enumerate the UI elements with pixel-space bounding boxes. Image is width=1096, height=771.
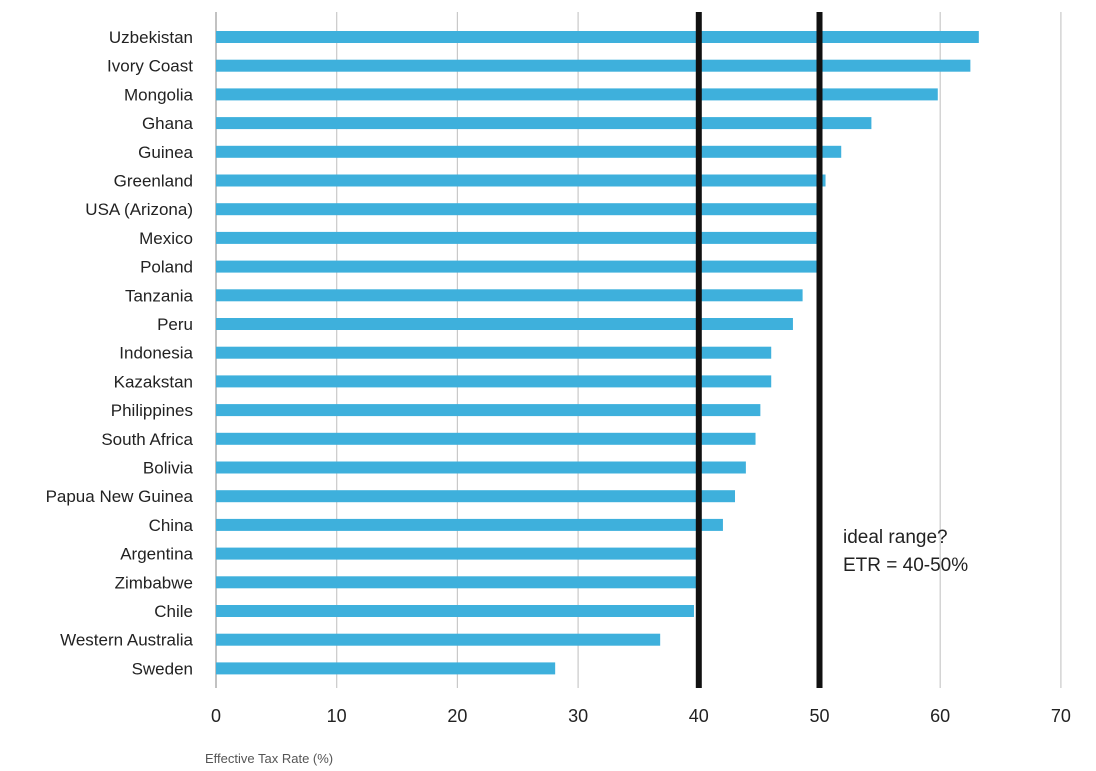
bar: [216, 260, 820, 273]
category-label: Peru: [157, 315, 193, 334]
category-label: Uzbekistan: [109, 28, 193, 47]
category-label: Mongolia: [124, 85, 194, 104]
bar: [216, 375, 772, 388]
category-label: USA (Arizona): [85, 200, 193, 219]
category-label: China: [149, 516, 194, 535]
bar: [216, 605, 694, 617]
x-tick-label: 60: [930, 706, 950, 726]
bar: [216, 404, 761, 417]
category-label: Tanzania: [125, 286, 194, 305]
bar: [216, 117, 872, 130]
reference-lines: [695, 12, 823, 688]
category-label: Bolivia: [143, 459, 194, 478]
category-label: Western Australia: [60, 631, 193, 650]
category-label: Philippines: [111, 401, 193, 420]
x-tick-label: 20: [447, 706, 467, 726]
x-axis-label: Effective Tax Rate (%): [205, 751, 333, 766]
annotation-line-2: ETR = 40-50%: [843, 555, 968, 576]
x-tick-labels: 0 10 20 30 40 50 60 70: [211, 706, 1071, 726]
bar: [216, 346, 772, 359]
x-tick-label: 0: [211, 706, 221, 726]
category-label: Guinea: [138, 143, 193, 162]
category-label: Mexico: [139, 229, 193, 248]
category-label: Argentina: [120, 545, 193, 564]
x-tick-label: 30: [568, 706, 588, 726]
annotation-line-1: ideal range?: [843, 527, 948, 548]
bar: [216, 59, 971, 72]
x-tick-label: 70: [1051, 706, 1071, 726]
bar: [216, 518, 723, 531]
bar: [216, 231, 820, 244]
bar: [216, 203, 820, 216]
bar: [216, 88, 938, 101]
bar: [216, 174, 826, 187]
bar: [216, 461, 746, 474]
bar: [216, 490, 736, 503]
category-label: Ghana: [142, 114, 194, 133]
bar: [216, 31, 979, 43]
category-labels: Uzbekistan Ivory Coast Mongolia Ghana Guinea…: [46, 28, 194, 678]
category-label: Papua New Guinea: [46, 487, 194, 506]
category-label: Kazakstan: [114, 372, 193, 391]
category-label: Zimbabwe: [115, 573, 193, 592]
bar: [216, 547, 699, 560]
bar: [216, 318, 793, 330]
bar: [216, 662, 556, 675]
category-label: Ivory Coast: [107, 57, 193, 76]
category-label: Indonesia: [119, 344, 193, 363]
bar: [216, 289, 803, 302]
category-label: Poland: [140, 258, 193, 277]
bar: [216, 432, 756, 445]
bar: [216, 145, 842, 158]
bars: [216, 31, 979, 675]
category-label: Chile: [154, 602, 193, 621]
x-tick-label: 50: [809, 706, 829, 726]
bar: [216, 633, 661, 646]
category-label: Greenland: [114, 172, 193, 191]
x-tick-label: 10: [327, 706, 347, 726]
category-label: Sweden: [132, 659, 193, 678]
bar: [216, 576, 698, 589]
x-tick-label: 40: [689, 706, 709, 726]
category-label: South Africa: [101, 430, 193, 449]
